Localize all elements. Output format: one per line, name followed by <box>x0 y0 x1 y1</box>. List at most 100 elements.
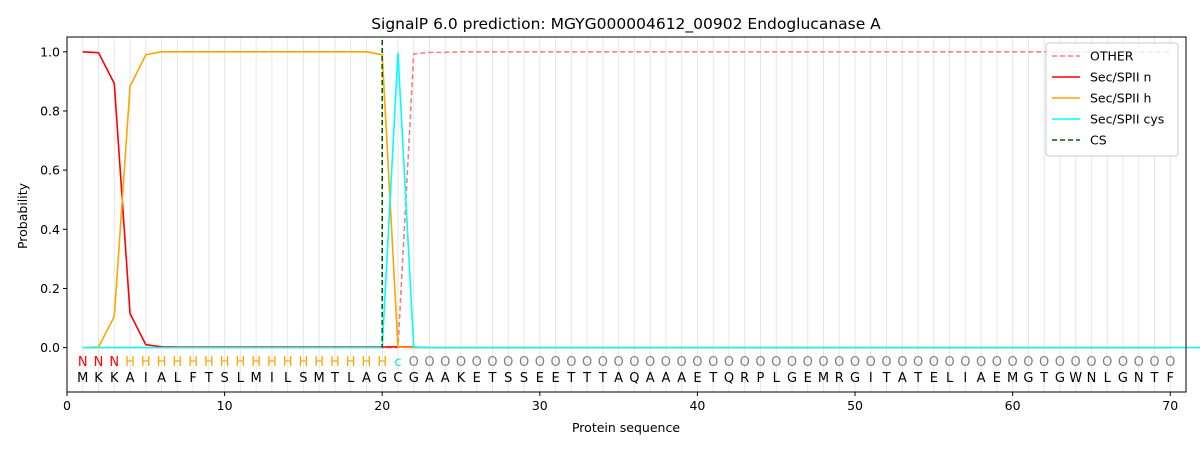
legend-label: Sec/SPII n <box>1090 70 1151 85</box>
region-label: O <box>645 355 655 370</box>
residue-label: Q <box>629 371 639 386</box>
y-tick-label: 0.0 <box>40 340 60 355</box>
region-label: O <box>550 355 560 370</box>
series-lines <box>82 39 1200 349</box>
region-label: H <box>204 355 214 370</box>
region-label: H <box>157 355 167 370</box>
region-label: N <box>94 355 104 370</box>
residue-label: L <box>1104 371 1112 386</box>
residue-label: G <box>409 371 419 386</box>
region-label: O <box>661 355 671 370</box>
region-label: O <box>1134 355 1144 370</box>
residue-label: A <box>646 371 655 386</box>
residue-label: M <box>77 371 88 386</box>
residue-label: E <box>551 371 559 386</box>
y-tick-label: 1.0 <box>40 44 60 59</box>
residue-label: A <box>362 371 371 386</box>
region-label: H <box>172 355 182 370</box>
region-label: O <box>456 355 466 370</box>
residue-label: A <box>157 371 166 386</box>
region-label: O <box>866 355 876 370</box>
residue-label: E <box>930 371 938 386</box>
region-label: H <box>141 355 151 370</box>
region-label: O <box>976 355 986 370</box>
residue-label: T <box>598 371 607 386</box>
region-label: O <box>1118 355 1128 370</box>
residue-label: T <box>488 371 497 386</box>
x-tick-label: 70 <box>1162 398 1178 413</box>
residue-label: S <box>299 371 307 386</box>
residue-label: T <box>330 371 339 386</box>
residue-label: L <box>237 371 245 386</box>
chart-title: SignalP 6.0 prediction: MGYG000004612_00… <box>371 15 881 34</box>
region-label: O <box>566 355 576 370</box>
residue-label: E <box>473 371 481 386</box>
legend-label: OTHER <box>1090 49 1134 64</box>
residue-label: K <box>94 371 103 386</box>
region-label: O <box>1055 355 1065 370</box>
residue-label: P <box>757 371 765 386</box>
residue-label: S <box>520 371 528 386</box>
region-label: O <box>582 355 592 370</box>
residue-label: S <box>220 371 228 386</box>
residue-label: M <box>314 371 325 386</box>
residue-label: M <box>818 371 829 386</box>
region-label: O <box>929 355 939 370</box>
region-label: H <box>188 355 198 370</box>
residue-label: T <box>566 371 575 386</box>
x-tick-label: 0 <box>63 398 71 413</box>
residue-label: I <box>270 371 274 386</box>
residue-label: R <box>740 371 749 386</box>
region-label: O <box>519 355 529 370</box>
residue-label: E <box>536 371 544 386</box>
series-line-sec-spii-cys <box>82 52 1200 349</box>
region-label: O <box>787 355 797 370</box>
x-tick-label: 10 <box>217 398 233 413</box>
region-label: O <box>472 355 482 370</box>
residue-label: E <box>804 371 812 386</box>
region-label: O <box>960 355 970 370</box>
residue-label: N <box>1087 371 1097 386</box>
region-label: O <box>1039 355 1049 370</box>
region-label: H <box>251 355 261 370</box>
region-label: O <box>424 355 434 370</box>
residue-label: L <box>347 371 355 386</box>
sequence-annotations: NMNKNKHAHIHAHLHFHTHSHLHMHIHLHSHMHTHLHAHG… <box>77 355 1175 386</box>
residue-label: F <box>189 371 196 386</box>
residue-label: L <box>284 371 292 386</box>
residue-label: A <box>425 371 434 386</box>
region-label: O <box>740 355 750 370</box>
region-label: O <box>503 355 513 370</box>
y-tick-label: 0.6 <box>40 163 60 178</box>
region-label: O <box>1023 355 1033 370</box>
residue-label: T <box>913 371 922 386</box>
residue-label: A <box>126 371 135 386</box>
region-label: O <box>992 355 1002 370</box>
region-label: O <box>771 355 781 370</box>
region-label: O <box>834 355 844 370</box>
residue-label: E <box>993 371 1001 386</box>
y-tick-label: 0.8 <box>40 103 60 118</box>
region-label: O <box>614 355 624 370</box>
residue-label: A <box>977 371 986 386</box>
residue-label: G <box>1023 371 1033 386</box>
residue-label: G <box>787 371 797 386</box>
legend-label: CS <box>1090 133 1107 148</box>
region-label: H <box>235 355 245 370</box>
residue-label: G <box>377 371 387 386</box>
legend-box <box>1045 42 1179 157</box>
region-label: H <box>125 355 135 370</box>
plot-frame <box>66 36 1187 393</box>
residue-label: W <box>1069 371 1082 386</box>
x-tick-label: 50 <box>847 398 863 413</box>
series-line-sec-spii-n <box>82 50 1171 349</box>
region-label: O <box>487 355 497 370</box>
grid-lines <box>82 37 1171 392</box>
residue-label: A <box>614 371 623 386</box>
residue-label: T <box>204 371 213 386</box>
residue-label: I <box>963 371 967 386</box>
residue-label: S <box>504 371 512 386</box>
region-label: H <box>267 355 277 370</box>
residue-label: G <box>1118 371 1128 386</box>
region-label: O <box>1149 355 1159 370</box>
